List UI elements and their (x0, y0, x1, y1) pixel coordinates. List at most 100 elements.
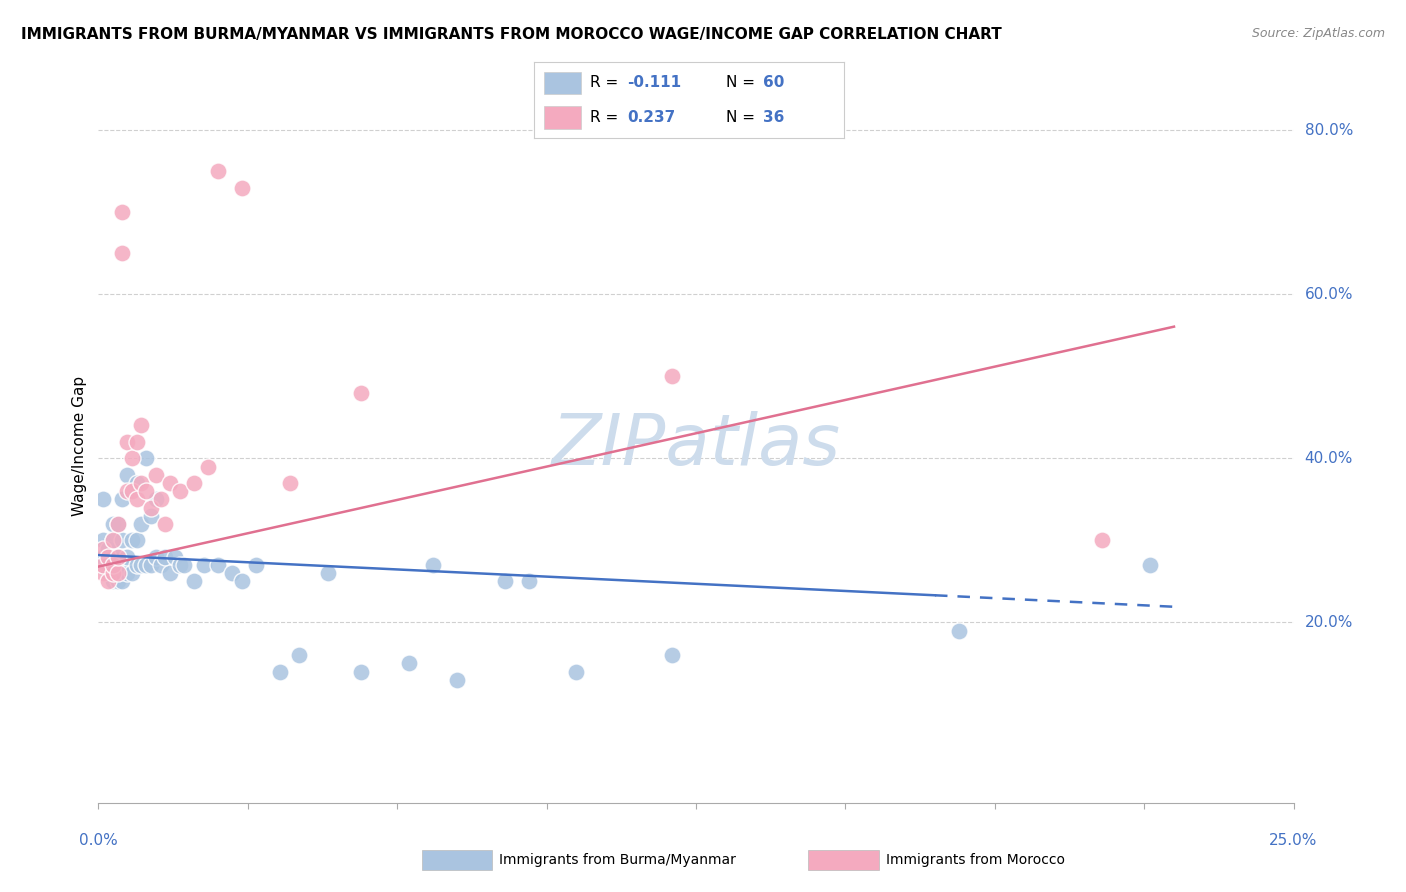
Point (97, 558, 120, 572)
Point (101, 566, 124, 581)
Point (173, 558, 195, 572)
Point (131, 558, 153, 572)
FancyBboxPatch shape (544, 106, 581, 129)
Point (207, 558, 229, 572)
Point (111, 246, 134, 260)
Point (107, 566, 129, 581)
Point (97, 574, 120, 589)
Point (91, 549, 114, 564)
Point (101, 533, 124, 548)
Point (398, 657, 420, 671)
Point (115, 566, 138, 581)
Point (91, 541, 114, 556)
Point (183, 574, 205, 589)
Point (1091, 533, 1114, 548)
Point (135, 451, 157, 466)
Point (107, 516, 129, 531)
Point (661, 369, 683, 384)
Point (207, 164, 229, 178)
Text: 20.0%: 20.0% (1305, 615, 1353, 630)
Point (97, 541, 120, 556)
Point (231, 574, 253, 589)
Point (121, 533, 143, 548)
Point (163, 549, 186, 564)
Point (111, 533, 134, 548)
Point (125, 492, 148, 507)
Point (155, 549, 177, 564)
Point (193, 558, 215, 572)
Point (278, 475, 301, 490)
Text: ZIPatlas: ZIPatlas (551, 411, 841, 481)
Point (145, 549, 167, 564)
Point (131, 516, 153, 531)
Point (125, 475, 148, 490)
Point (139, 508, 162, 523)
Text: 36: 36 (763, 111, 785, 125)
Point (107, 516, 129, 531)
Point (245, 558, 267, 572)
Point (139, 500, 162, 515)
Point (125, 558, 148, 572)
Point (91, 533, 114, 548)
Point (197, 459, 219, 474)
Point (107, 549, 129, 564)
Point (135, 558, 157, 572)
Point (494, 574, 516, 589)
Point (565, 665, 588, 679)
Point (115, 549, 138, 564)
Point (350, 665, 373, 679)
Text: 40.0%: 40.0% (1305, 450, 1353, 466)
Text: Source: ZipAtlas.com: Source: ZipAtlas.com (1251, 27, 1385, 40)
Point (111, 574, 134, 589)
Point (91, 558, 114, 572)
Point (101, 533, 124, 548)
Text: R =: R = (591, 76, 623, 90)
Point (107, 549, 129, 564)
Text: N =: N = (725, 111, 759, 125)
Point (350, 385, 373, 400)
Point (288, 648, 311, 662)
Text: IMMIGRANTS FROM BURMA/MYANMAR VS IMMIGRANTS FROM MOROCCO WAGE/INCOME GAP CORRELA: IMMIGRANTS FROM BURMA/MYANMAR VS IMMIGRA… (21, 27, 1002, 42)
Point (101, 574, 124, 589)
Point (115, 467, 138, 482)
Point (125, 434, 148, 449)
Text: 80.0%: 80.0% (1305, 123, 1353, 137)
Point (121, 484, 143, 499)
Y-axis label: Wage/Income Gap: Wage/Income Gap (72, 376, 87, 516)
Text: R =: R = (591, 111, 623, 125)
Point (269, 665, 291, 679)
Point (115, 434, 138, 449)
Point (101, 558, 124, 572)
Point (221, 566, 243, 581)
Point (316, 566, 339, 581)
Point (91, 492, 114, 507)
Text: 60.0%: 60.0% (1305, 286, 1353, 301)
Point (145, 492, 167, 507)
Point (121, 451, 143, 466)
Point (159, 475, 181, 490)
Point (97, 566, 120, 581)
Point (149, 492, 172, 507)
Point (231, 180, 253, 194)
Point (149, 558, 172, 572)
Point (135, 484, 157, 499)
Text: N =: N = (725, 76, 759, 90)
Point (145, 467, 167, 482)
Point (169, 558, 191, 572)
Point (115, 484, 138, 499)
Point (139, 558, 162, 572)
Point (107, 574, 129, 589)
Text: Immigrants from Morocco: Immigrants from Morocco (886, 853, 1064, 867)
FancyBboxPatch shape (544, 71, 581, 95)
Text: 0.0%: 0.0% (79, 833, 118, 848)
Point (1139, 558, 1161, 572)
Point (101, 549, 124, 564)
Point (121, 566, 143, 581)
Point (155, 516, 177, 531)
Point (183, 475, 205, 490)
Point (97, 549, 120, 564)
Point (661, 648, 683, 662)
Point (169, 484, 191, 499)
Text: 60: 60 (763, 76, 785, 90)
Point (111, 558, 134, 572)
